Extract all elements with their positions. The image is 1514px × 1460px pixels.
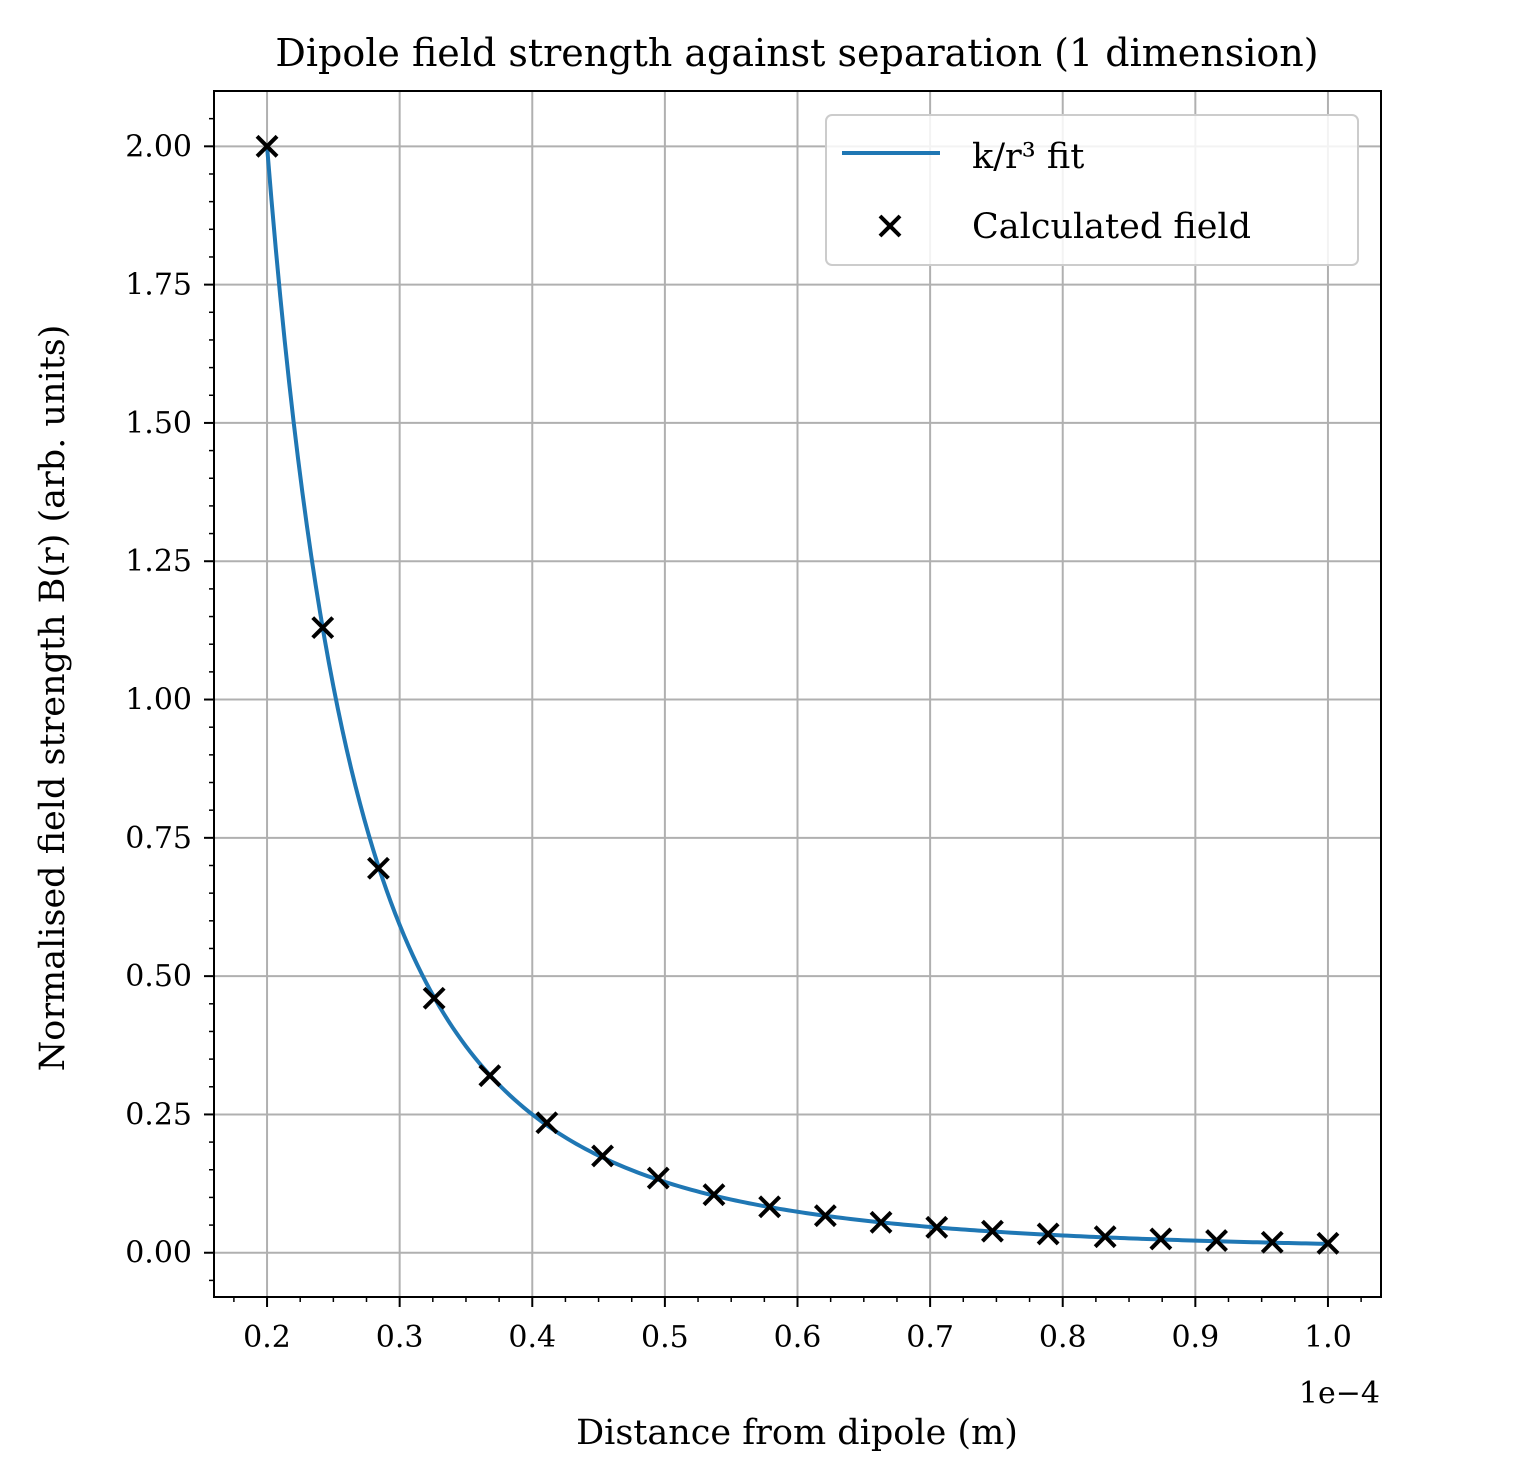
scatter-point-stroke xyxy=(813,1204,837,1228)
x-tick-label: 0.7 xyxy=(906,1320,954,1355)
scatter-point xyxy=(981,1219,1004,1243)
y-tick-label: 0.75 xyxy=(125,821,192,856)
legend-scatter-label: Calculated field xyxy=(972,207,1251,247)
series-layer xyxy=(255,134,1340,1255)
x-tick-label: 0.2 xyxy=(243,1320,291,1355)
scatter-point xyxy=(813,1204,837,1228)
axes-frame xyxy=(213,90,1382,1298)
scatter-point xyxy=(1036,1222,1060,1246)
scatter-point-stroke xyxy=(1149,1227,1173,1251)
legend-scatter-swatch xyxy=(878,214,902,238)
scatter-point xyxy=(535,1111,559,1135)
scatter-point-stroke xyxy=(925,1215,949,1239)
scatter-point-stroke xyxy=(1260,1230,1284,1254)
scatter-point xyxy=(1316,1231,1340,1255)
minor-tick-layer xyxy=(209,117,1362,1302)
scatter-point-stroke xyxy=(869,1210,893,1234)
x-tick-label: 0.9 xyxy=(1171,1320,1219,1355)
x-tick-label: 0.6 xyxy=(774,1320,822,1355)
legend-fit-label: k/r³ fit xyxy=(972,137,1084,177)
scatter-point xyxy=(422,986,446,1010)
scatter-point xyxy=(1093,1225,1117,1249)
y-tick-label: 0.00 xyxy=(125,1236,192,1271)
x-tick-label: 1.0 xyxy=(1304,1320,1352,1355)
scatter-point xyxy=(1149,1227,1173,1251)
fit-curve-line xyxy=(265,146,1328,1246)
scatter-point-stroke xyxy=(758,1195,782,1219)
y-tick-label: 2.00 xyxy=(125,129,192,164)
scatter-point-stroke xyxy=(367,856,390,880)
y-tick-label: 0.50 xyxy=(125,959,192,994)
scatter-point xyxy=(925,1215,949,1239)
grid-layer xyxy=(214,91,1381,1297)
scatter-point-stroke xyxy=(255,134,279,158)
scatter-point xyxy=(869,1210,893,1234)
scatter-point xyxy=(478,1064,502,1088)
scatter-point-stroke xyxy=(422,986,446,1010)
scatter-point xyxy=(1260,1230,1284,1254)
legend: k/r³ fit Calculated field xyxy=(825,114,1359,266)
x-axis-label: Distance from dipole (m) xyxy=(576,1413,1018,1453)
y-tick-labels: 0.00 0.25 0.50 0.75 1.00 1.25 1.50 1.75 2.00 xyxy=(125,129,192,1270)
x-tick-label: 0.3 xyxy=(376,1320,424,1355)
scatter-point-stroke xyxy=(1205,1229,1228,1252)
x-tick-label: 0.8 xyxy=(1039,1320,1087,1355)
y-tick-label: 1.75 xyxy=(125,268,192,303)
y-tick-label: 1.25 xyxy=(125,544,192,579)
x-tick-labels: 0.2 0.3 0.4 0.5 0.6 0.7 0.8 0.9 1.0 xyxy=(243,1320,1352,1355)
scatter-point xyxy=(758,1195,782,1219)
major-tick-layer xyxy=(204,145,1329,1307)
scatter-point-stroke xyxy=(981,1219,1004,1243)
scatter-point-stroke xyxy=(311,616,335,640)
x-tick-label: 0.5 xyxy=(641,1320,689,1355)
scatter-point xyxy=(1205,1229,1228,1252)
scatter-point-stroke xyxy=(646,1166,670,1190)
scatter-point-stroke xyxy=(1036,1222,1060,1246)
scatter-point-stroke xyxy=(1316,1231,1340,1255)
y-tick-label: 1.50 xyxy=(125,406,192,441)
chart-title: Dipole field strength against separation… xyxy=(275,31,1318,75)
scatter-point xyxy=(311,616,335,640)
scatter-point xyxy=(591,1144,614,1168)
x-tick-label: 0.4 xyxy=(508,1320,556,1355)
scatter-point-stroke xyxy=(478,1064,502,1088)
scatter-point xyxy=(255,134,279,158)
y-tick-label: 0.25 xyxy=(125,1097,192,1132)
legend-box xyxy=(825,114,1359,266)
scatter-point xyxy=(646,1166,670,1190)
scatter-point-stroke xyxy=(535,1111,559,1135)
scatter-point xyxy=(702,1183,726,1207)
scatter-point-stroke xyxy=(591,1144,614,1168)
y-tick-label: 1.00 xyxy=(125,683,192,718)
y-axis-label: Normalised field strength B(r) (arb. uni… xyxy=(33,325,73,1072)
scatter-point xyxy=(367,856,390,880)
scatter-point-stroke xyxy=(702,1183,726,1207)
x-axis-offset-text: 1e−4 xyxy=(1299,1376,1380,1411)
scatter-point-stroke xyxy=(1093,1225,1117,1249)
